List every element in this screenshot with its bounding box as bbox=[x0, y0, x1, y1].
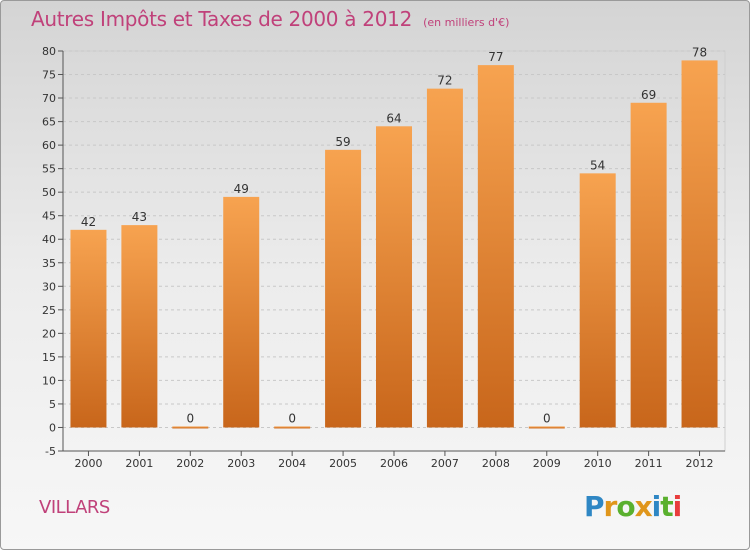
data-label: 72 bbox=[437, 74, 452, 88]
bar bbox=[426, 88, 463, 428]
logo-letter: x bbox=[634, 490, 653, 523]
x-tick-label: 2006 bbox=[380, 457, 408, 470]
proxiti-logo: Proxiti bbox=[584, 490, 683, 523]
y-tick-label: 15 bbox=[42, 351, 56, 364]
x-tick-label: 2005 bbox=[329, 457, 357, 470]
logo-letter: i bbox=[651, 490, 662, 523]
data-label: 0 bbox=[186, 411, 194, 425]
y-tick-label: 80 bbox=[42, 45, 56, 58]
y-tick-label: 70 bbox=[42, 92, 56, 105]
x-tick-label: 2011 bbox=[635, 457, 663, 470]
y-tick-label: 0 bbox=[49, 421, 56, 434]
data-label: 43 bbox=[132, 210, 147, 224]
y-tick-label: 20 bbox=[42, 327, 56, 340]
y-tick-label: 75 bbox=[42, 69, 56, 82]
data-label: 78 bbox=[692, 45, 707, 59]
y-tick-label: 55 bbox=[42, 163, 56, 176]
logo-letter: t bbox=[660, 490, 673, 523]
data-label: 64 bbox=[386, 111, 401, 125]
bar bbox=[121, 225, 158, 428]
y-tick-label: 5 bbox=[49, 398, 56, 411]
x-tick-label: 2010 bbox=[584, 457, 612, 470]
bars: 42 43 0 49 0 59 64 72 77 0 54 69 78 bbox=[70, 45, 718, 429]
y-tick-label: 25 bbox=[42, 304, 56, 317]
x-tick-label: 2009 bbox=[533, 457, 561, 470]
x-tick-label: 2008 bbox=[482, 457, 510, 470]
data-label: 59 bbox=[335, 135, 350, 149]
x-tick-label: 2000 bbox=[74, 457, 102, 470]
logo-letter: o bbox=[616, 490, 635, 523]
bar bbox=[70, 229, 107, 428]
chart-title: Autres Impôts et Taxes de 2000 à 2012 bbox=[31, 7, 412, 31]
bar bbox=[681, 60, 718, 428]
bar bbox=[630, 102, 667, 428]
y-tick-label: 60 bbox=[42, 139, 56, 152]
chart-title-block: Autres Impôts et Taxes de 2000 à 2012 (e… bbox=[31, 7, 509, 31]
data-label: 0 bbox=[543, 411, 551, 425]
y-tick-label: 30 bbox=[42, 280, 56, 293]
data-label: 49 bbox=[234, 182, 249, 196]
x-tick-label: 2012 bbox=[686, 457, 714, 470]
logo-letter: i bbox=[672, 490, 683, 523]
y-tick-label: 50 bbox=[42, 186, 56, 199]
bar bbox=[274, 426, 311, 429]
x-tick-label: 2002 bbox=[176, 457, 204, 470]
bar bbox=[325, 149, 362, 428]
chart-unit: (en milliers d'€) bbox=[423, 16, 510, 29]
y-tick-label: -5 bbox=[45, 445, 56, 458]
bar bbox=[528, 426, 565, 429]
logo-letter: r bbox=[603, 490, 618, 523]
data-label: 69 bbox=[641, 88, 656, 102]
y-tick-label: 45 bbox=[42, 210, 56, 223]
axes: -5 0 5 10 15 20 25 30 35 40 45 50 55 60 65 70 75 80 2000 20… bbox=[42, 45, 725, 470]
x-tick-label: 2004 bbox=[278, 457, 306, 470]
data-label: 54 bbox=[590, 158, 605, 172]
bar bbox=[172, 426, 209, 429]
y-tick-label: 40 bbox=[42, 233, 56, 246]
town-name: VILLARS bbox=[39, 497, 110, 518]
x-tick-label: 2001 bbox=[125, 457, 153, 470]
data-label: 77 bbox=[488, 50, 503, 64]
data-label: 42 bbox=[81, 215, 96, 229]
x-tick-label: 2003 bbox=[227, 457, 255, 470]
y-tick-label: 65 bbox=[42, 116, 56, 129]
y-tick-label: 35 bbox=[42, 257, 56, 270]
bar bbox=[223, 196, 260, 428]
logo-letter: P bbox=[584, 490, 605, 523]
bar bbox=[579, 173, 616, 428]
data-label: 0 bbox=[288, 411, 296, 425]
y-tick-label: 10 bbox=[42, 374, 56, 387]
bar bbox=[376, 126, 412, 428]
bar bbox=[477, 65, 514, 428]
x-tick-label: 2007 bbox=[431, 457, 459, 470]
